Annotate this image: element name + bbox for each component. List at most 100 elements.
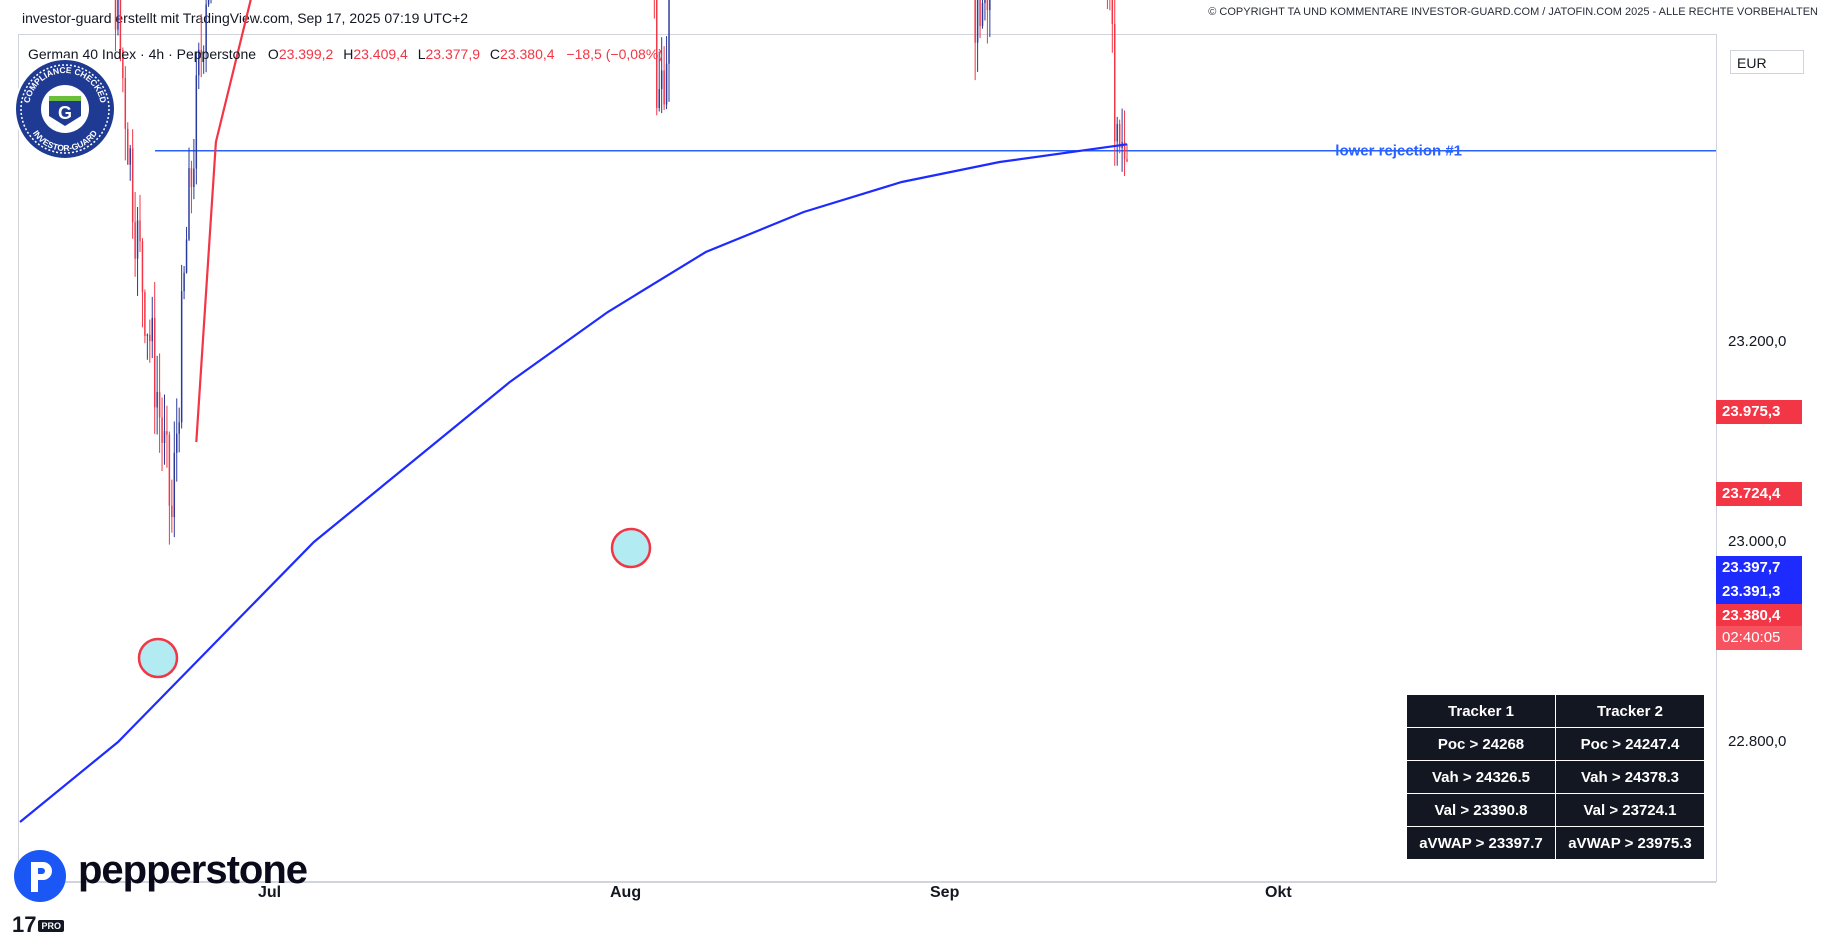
candle-body [151,317,153,342]
low-value: 23.377,9 [425,46,481,62]
candle-body [658,89,660,108]
candle-body [660,70,663,90]
change-value: −18,5 (−0,08%) [566,46,663,62]
candle-body [198,49,200,76]
candle-body [1123,142,1126,160]
candlestick-chart[interactable]: upper rejection #1lower rejection #1 [0,0,1716,882]
candle-body [136,220,139,259]
candle-body [127,128,129,165]
candle-body [1126,159,1128,162]
price-tick: 23.000,0 [1728,533,1787,550]
tracker-row: Vah > 24326.5 Vah > 24378.3 [1406,760,1705,794]
candle-body [185,239,188,273]
copyright-notice: © COPYRIGHT TA UND KOMMENTARE INVESTOR-G… [1208,6,1818,18]
chart-credit: investor-guard erstellt mit TradingView.… [22,10,469,26]
high-value: 23.409,4 [353,46,408,62]
candle-body [131,148,134,223]
candle-body [180,291,183,423]
tracker-cell: Poc > 24247.4 [1555,727,1705,761]
candle-body [979,0,981,27]
candle-body [178,422,180,434]
time-axis[interactable] [18,882,1716,938]
candle-body [134,222,136,259]
candle-body [989,0,991,11]
candle-body [190,168,193,187]
candle-body [158,392,161,418]
candle-body [114,0,117,30]
candle-body [124,78,127,129]
candle-body [986,0,989,11]
candle-body [1114,23,1116,142]
candle-body [205,4,207,52]
price-axis[interactable] [1716,34,1812,882]
tracker-header-row: Tracker 1 Tracker 2 [1406,694,1705,728]
price-tick: 22.800,0 [1728,733,1787,750]
price-label-upper-rejection: 23.724,4 [1716,482,1802,506]
candle-body [202,51,205,55]
candle-body [207,0,210,5]
price-label-last: 23.380,4 [1716,604,1802,628]
close-key: C [489,46,501,62]
chart-pane[interactable] [18,34,1716,882]
swing-low-marker [610,527,652,569]
candle-body [144,292,146,336]
candle-body [141,241,144,293]
tracker-cell: Val > 23724.1 [1555,793,1705,827]
time-tick: Okt [1265,884,1292,901]
top-bar: investor-guard erstellt mit TradingView.… [0,0,1828,34]
tracker-cell: aVWAP > 23397.7 [1406,826,1556,860]
tracker-cell: aVWAP > 23975.3 [1555,826,1705,860]
ohlc-legend: German 40 Index · 4h · Pepperstone O 23.3… [28,46,663,62]
candle-body [656,0,658,108]
close-value: 23.380,4 [500,46,555,62]
candle-body [976,0,979,43]
price-label-vwap-long: 23.975,3 [1716,400,1802,424]
pepperstone-logo-icon [14,850,66,902]
tracker-row: aVWAP > 23397.7 aVWAP > 23975.3 [1406,826,1705,860]
swing-low-marker [137,637,179,679]
price-label-vwap-short: 23.397,7 [1716,556,1802,580]
candle-body [974,0,976,43]
tracker-cell: Vah > 24326.5 [1406,760,1556,794]
high-key: H [343,46,354,62]
candle-body [665,63,668,105]
tv-pro-badge: PRO [38,920,64,933]
tracker-row: Val > 23390.8 Val > 23724.1 [1406,793,1705,827]
tracker-row: Poc > 24268 Poc > 24247.4 [1406,727,1705,761]
candle-body [149,334,151,342]
candle-body [984,0,986,4]
tracker-table: Tracker 1 Tracker 2 Poc > 24268 Poc > 24… [1406,694,1705,860]
candle-body [668,0,670,64]
time-tick: Sep [930,884,960,901]
open-key: O [267,46,279,62]
candle-body [129,148,131,165]
candle-body [981,3,984,27]
candle-body [195,75,198,169]
tradingview-logo: 17 PRO [12,912,64,938]
candle-body [168,434,171,506]
tracker-cell: Val > 23390.8 [1406,793,1556,827]
candle-body [171,505,173,518]
candle-body [146,334,149,336]
candle-body [200,49,202,55]
price-label-lower-level: 23.391,3 [1716,580,1802,604]
candle-body [183,272,185,292]
candle-body [166,431,168,435]
compliance-seal-logo: COMPLIANCE CHECKED INVESTOR-GUARD G [14,58,116,160]
annotation-lower-rejection: lower rejection #1 [1335,143,1462,160]
candle-body [117,0,119,30]
low-key: L [417,46,426,62]
time-tick: Aug [610,884,642,901]
candle-body [193,168,195,187]
candle-body [1111,0,1114,24]
candle-body [161,417,163,443]
bar-countdown: 02:40:05 [1716,626,1802,650]
candle-body [163,431,166,443]
candle-body [188,168,190,240]
candle-body [156,392,158,408]
svg-text:G: G [58,103,72,123]
currency-selector[interactable]: EUR [1730,50,1804,74]
symbol-label[interactable]: German 40 Index · 4h · Pepperstone [28,46,257,62]
candle-body [1116,123,1118,142]
tracker-header-2: Tracker 2 [1555,694,1705,728]
